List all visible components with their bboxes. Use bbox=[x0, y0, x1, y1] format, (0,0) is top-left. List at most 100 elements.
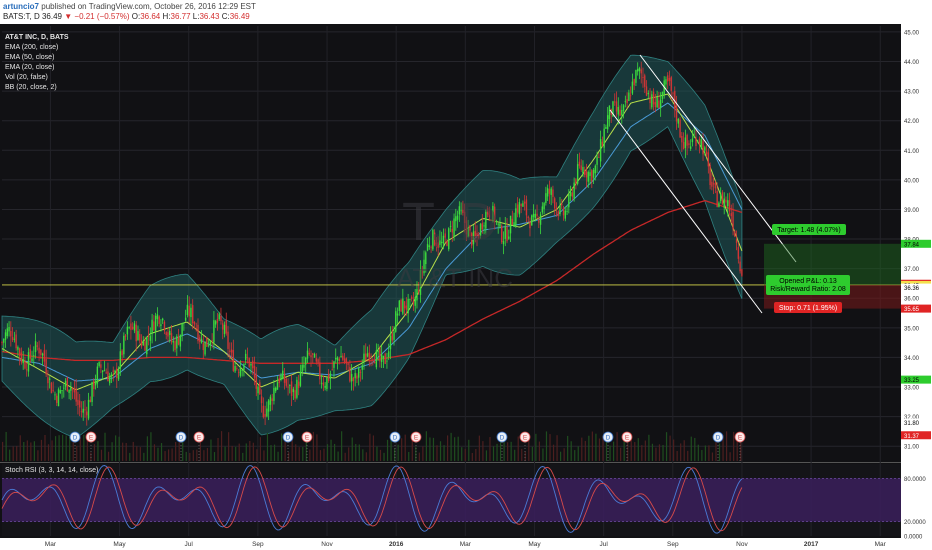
candle-body bbox=[709, 165, 711, 186]
candle-body bbox=[31, 358, 33, 361]
high-label: H: bbox=[162, 12, 171, 21]
candle-body bbox=[460, 210, 462, 212]
candle-body bbox=[63, 387, 65, 389]
candle-body bbox=[269, 396, 272, 405]
candle-body bbox=[220, 316, 222, 322]
event-label: D bbox=[393, 435, 398, 442]
volume-bar bbox=[422, 446, 424, 461]
candle-body bbox=[93, 380, 95, 390]
candle-body bbox=[313, 353, 316, 358]
candle-body bbox=[495, 220, 498, 222]
candle-body bbox=[739, 261, 741, 272]
candle-body bbox=[682, 142, 685, 150]
candle-body bbox=[361, 365, 363, 370]
candle-body bbox=[15, 334, 17, 349]
candle-body bbox=[163, 321, 166, 331]
candle-body bbox=[564, 210, 566, 219]
quote-line: BATS:T, D 36.49 ▼ −0.21 (−0.57%) O:36.64… bbox=[3, 12, 250, 22]
volume-bar bbox=[718, 443, 721, 461]
volume-bar bbox=[143, 452, 145, 461]
author-link[interactable]: artuncio7 bbox=[3, 2, 40, 11]
candle-body bbox=[691, 138, 694, 143]
volume-bar bbox=[76, 445, 78, 461]
candle-body bbox=[432, 229, 434, 250]
event-marker-earnings: E bbox=[519, 431, 531, 461]
price-change: ▼ −0.21 (−0.57%) bbox=[64, 12, 130, 21]
candle-body bbox=[186, 304, 189, 316]
candle-body bbox=[599, 139, 602, 162]
volume-bar bbox=[273, 444, 276, 461]
candle-body bbox=[133, 323, 136, 331]
candle-body bbox=[373, 361, 376, 364]
volume-bar bbox=[641, 445, 643, 461]
event-marker-dividend: D bbox=[389, 431, 401, 461]
candle-body bbox=[550, 188, 552, 195]
price-axis-label: 36.00 bbox=[904, 297, 920, 303]
candle-body bbox=[629, 95, 632, 97]
candle-body bbox=[190, 307, 192, 318]
candle-body bbox=[741, 269, 743, 276]
candle-body bbox=[349, 367, 351, 382]
candle-body bbox=[276, 382, 279, 390]
event-marker-earnings: E bbox=[193, 431, 205, 461]
candle-body bbox=[267, 400, 270, 412]
candle-body bbox=[278, 378, 280, 384]
pnl-label-text: Risk/Reward Ratio: 2.08 bbox=[770, 286, 846, 293]
candle-body bbox=[554, 198, 556, 209]
volume-bar bbox=[341, 431, 343, 461]
volume-bar bbox=[457, 436, 459, 461]
candle-body bbox=[327, 373, 330, 382]
candle-body bbox=[395, 311, 397, 332]
volume-bar bbox=[521, 448, 523, 461]
volume-bar bbox=[189, 452, 191, 461]
volume-bar bbox=[591, 431, 593, 461]
candle-body bbox=[472, 231, 475, 245]
price-tag bbox=[901, 431, 931, 440]
candle-body bbox=[123, 335, 125, 355]
candle-body bbox=[98, 362, 100, 366]
candle-body bbox=[448, 228, 450, 250]
candle-body bbox=[75, 388, 77, 402]
candle-body bbox=[161, 318, 164, 321]
candle-body bbox=[501, 225, 503, 243]
candle-body bbox=[580, 165, 582, 170]
candle-body bbox=[177, 336, 180, 345]
candle-body bbox=[239, 367, 242, 376]
candle-body bbox=[504, 226, 506, 239]
volume-bar bbox=[37, 450, 39, 461]
volume-bar bbox=[33, 441, 35, 461]
candle-body bbox=[183, 322, 185, 324]
candle-body bbox=[478, 234, 480, 239]
volume-bar bbox=[122, 442, 124, 461]
volume-bar bbox=[118, 436, 120, 461]
open-label: O: bbox=[131, 12, 141, 21]
candle-body bbox=[29, 349, 31, 359]
candle-body bbox=[589, 172, 591, 176]
volume-bar bbox=[365, 452, 367, 461]
candle-body bbox=[225, 320, 227, 334]
volume-bar bbox=[676, 450, 678, 461]
volume-bar bbox=[390, 439, 392, 461]
candle-body bbox=[455, 216, 457, 222]
candle-body bbox=[571, 192, 574, 197]
event-marker-earnings: E bbox=[621, 431, 633, 461]
candle-body bbox=[121, 350, 123, 356]
candle-body bbox=[716, 191, 718, 207]
watermark-symbol: T, D bbox=[402, 192, 498, 252]
volume-bar bbox=[694, 437, 696, 461]
volume-bar bbox=[323, 448, 325, 461]
event-label: D bbox=[500, 435, 505, 442]
candle-body bbox=[617, 106, 619, 115]
volume-bar bbox=[115, 435, 117, 461]
candle-body bbox=[335, 357, 337, 360]
candle-body bbox=[135, 324, 137, 342]
candle-body bbox=[237, 371, 240, 373]
time-axis-label: Nov bbox=[321, 541, 333, 548]
volume-bar bbox=[708, 445, 710, 461]
volume-bar bbox=[171, 448, 173, 461]
volume-bar bbox=[584, 440, 586, 461]
candle-body bbox=[483, 225, 485, 227]
volume-bar bbox=[697, 444, 699, 461]
